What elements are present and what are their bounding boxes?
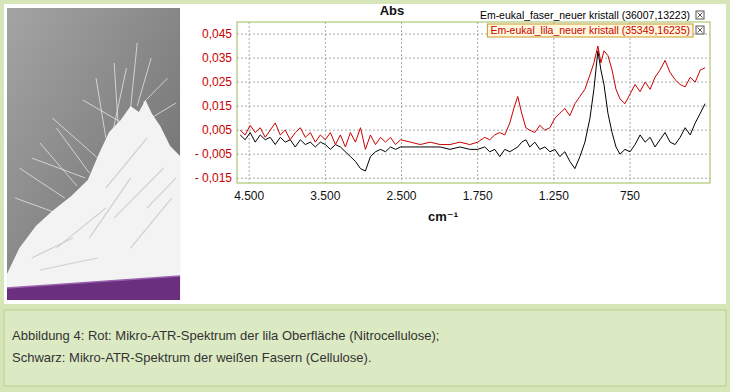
photo-fiber <box>19 168 64 198</box>
grid <box>237 22 710 183</box>
photo-shade <box>106 138 147 188</box>
x-axis-title: cm⁻¹ <box>428 209 458 224</box>
y-grid-line <box>237 154 710 155</box>
x-grid-line <box>249 22 250 183</box>
x-grid-line <box>401 22 402 183</box>
y-tick-label: 0,005 <box>202 123 232 137</box>
x-grid-line <box>325 22 326 183</box>
legend-checkbox-mark <box>698 28 703 33</box>
photo-fiber <box>151 103 176 118</box>
legend: Em-eukal_faser_neuer kristall (36007,132… <box>480 9 704 37</box>
y-grid-line <box>237 130 710 131</box>
photo-shade <box>40 258 98 270</box>
photo-fiber <box>131 43 138 108</box>
y-tick-label: 0,035 <box>202 51 232 65</box>
y-tick-label: - 0,005 <box>195 147 233 161</box>
plot-frame <box>237 22 710 183</box>
photo-fiber <box>52 118 97 158</box>
y-tick-label: 0,025 <box>202 75 232 89</box>
series-group <box>240 46 705 171</box>
photo-fiber <box>137 58 151 106</box>
background <box>0 0 730 392</box>
legend-entry: Em-eukal_faser_neuer kristall (36007,132… <box>480 9 704 21</box>
x-grid-line <box>553 22 554 183</box>
legend-checkbox-mark <box>698 13 703 18</box>
x-tick-label: 1.250 <box>539 189 569 203</box>
caption-box <box>4 310 726 386</box>
y-grid-line <box>237 106 710 107</box>
legend-checkbox <box>696 11 704 19</box>
plot-background <box>237 22 710 183</box>
photo-shade <box>147 178 176 208</box>
photo-shade <box>56 208 105 248</box>
photo-fiber <box>83 100 123 123</box>
photo-shade <box>131 198 172 248</box>
photo-fiber <box>96 78 106 138</box>
legend-label: Em-eukal_faser_neuer kristall (36007,132… <box>480 9 690 21</box>
legend-checkbox-mark <box>698 13 703 18</box>
y-grid-line <box>237 58 710 59</box>
y-grid-line <box>237 178 710 179</box>
y-tick-label: 0,045 <box>202 27 232 41</box>
photo-fiber-mass <box>7 100 180 290</box>
legend-highlight <box>487 24 693 37</box>
photo-fiber <box>15 198 56 213</box>
x-grid-line <box>477 22 478 183</box>
spectrum-line <box>240 46 705 149</box>
legend-checkbox-mark <box>698 28 703 33</box>
photo-shade <box>114 168 163 218</box>
photo-fiber <box>40 143 77 186</box>
x-tick-label: 4.500 <box>234 189 264 203</box>
photo-fiber <box>143 78 168 103</box>
caption-line: Schwarz: Mikro-ATR-Spektrum der weißen F… <box>12 350 372 365</box>
spectrum-line <box>240 51 705 171</box>
figure-panel <box>4 4 726 304</box>
x-tick-label: 2.500 <box>387 189 417 203</box>
figure: 4.500 3.500 2.500 1.750 1.250 750 0,045 0,035 0,… <box>0 0 730 392</box>
photo-background <box>7 8 180 300</box>
y-tick-label: 0,015 <box>202 99 232 113</box>
x-tick-label: 3.500 <box>310 189 340 203</box>
x-tick-label: 1.750 <box>463 189 493 203</box>
y-grid-line <box>237 82 710 83</box>
photo-surface-edge <box>7 276 180 288</box>
photo-fiber <box>32 158 86 178</box>
x-grid-line <box>630 22 631 183</box>
legend-checkbox <box>696 26 704 34</box>
photo-fiber <box>56 128 89 173</box>
chart-title: Abs <box>380 3 405 18</box>
photo-shade <box>32 238 73 258</box>
photo <box>7 8 180 300</box>
y-tick-label: - 0,015 <box>195 171 233 185</box>
x-tick-label: 750 <box>620 189 640 203</box>
legend-label: Em-eukal_lila_neuer kristall (35349,1623… <box>490 24 690 36</box>
photo-purple-surface <box>7 276 180 300</box>
legend-entry: Em-eukal_lila_neuer kristall (35349,1623… <box>487 24 704 37</box>
caption-line: Abbildung 4: Rot: Mikro-ATR-Spektrum der… <box>12 328 439 343</box>
